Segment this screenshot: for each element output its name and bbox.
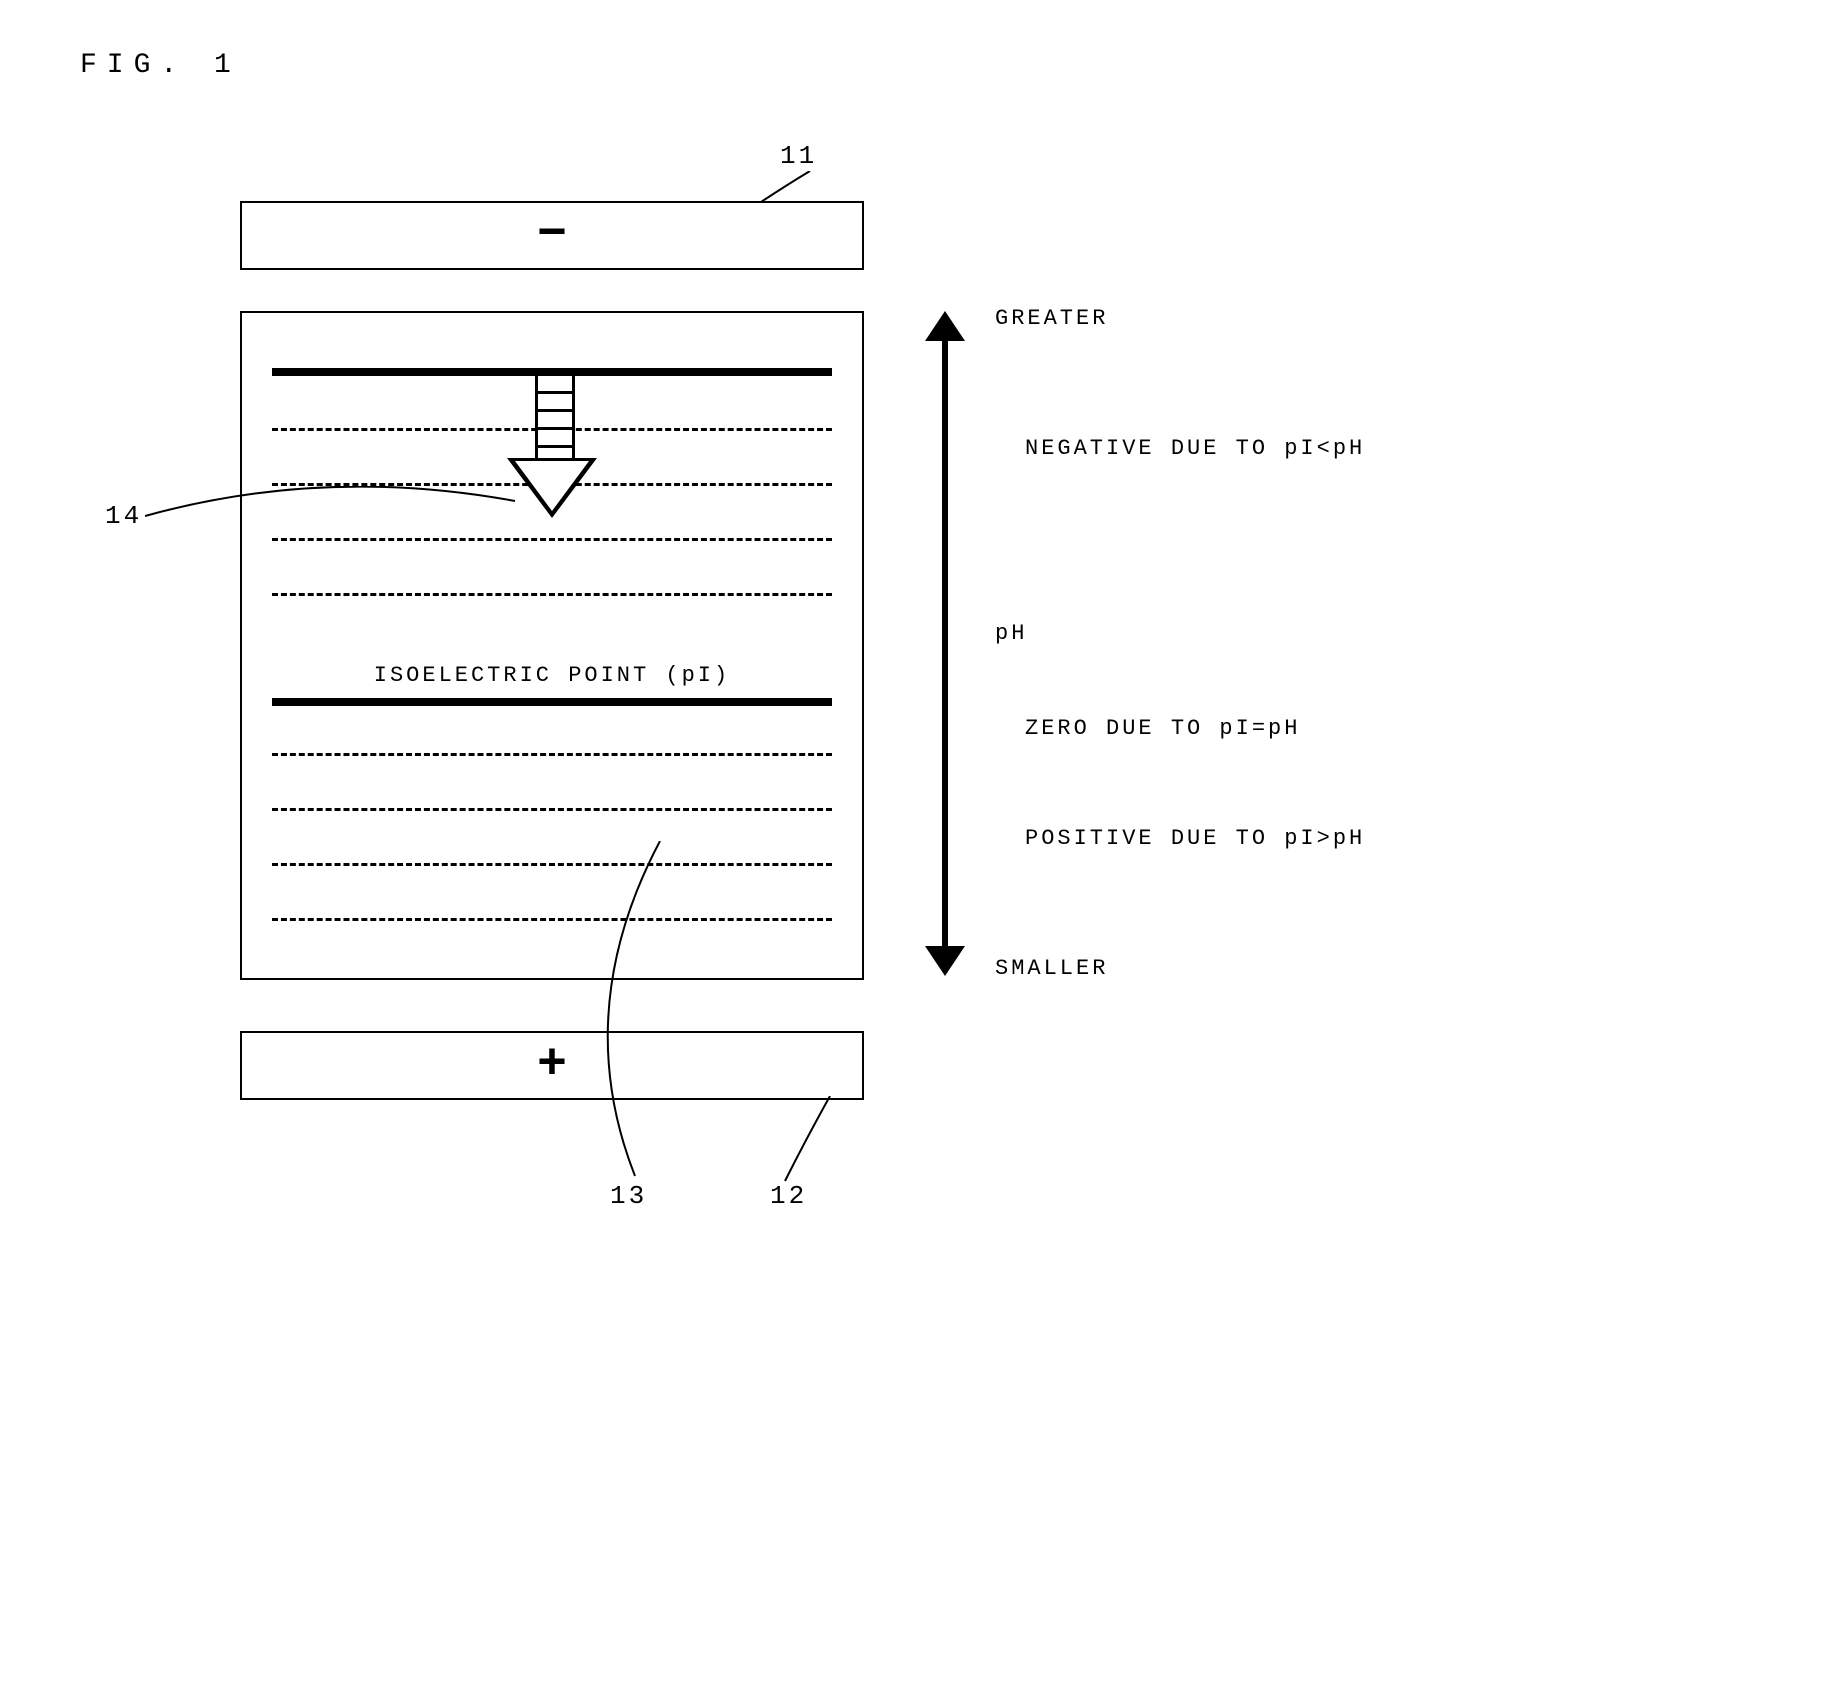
ref-14: 14 [105,501,142,531]
label-zero: ZERO DUE TO pI=pH [1025,716,1300,741]
plus-sign: + [537,1041,567,1091]
label-greater: GREATER [995,306,1108,331]
ph-gradient-line [272,808,832,811]
ref-12: 12 [770,1181,807,1211]
ref-12-leader [770,1096,860,1186]
label-smaller: SMALLER [995,956,1108,981]
ref-13: 13 [610,1181,647,1211]
gel-box: ISOELECTRIC POINT (pI) [240,311,864,980]
ph-gradient-line [272,593,832,596]
ph-gradient-line [272,753,832,756]
ph-gradient-line [272,918,832,921]
ref-11: 11 [780,141,817,171]
minus-sign: − [537,211,567,261]
top-electrode: − [240,201,864,270]
figure-title: FIG. 1 [80,50,1774,81]
isoelectric-band [272,698,832,706]
diagram: 11 − ISOELECTRIC POINT (pI) 14 + [50,201,1750,1401]
label-negative: NEGATIVE DUE TO pI<pH [1025,436,1365,461]
label-positive: POSITIVE DUE TO pI>pH [1025,826,1365,851]
migration-arrow [507,373,597,523]
ph-axis-arrow [920,311,970,976]
ph-gradient-line [272,538,832,541]
isoelectric-point-label: ISOELECTRIC POINT (pI) [242,663,862,688]
label-ph: pH [995,621,1027,646]
ph-gradient-line [272,863,832,866]
bottom-electrode: + [240,1031,864,1100]
